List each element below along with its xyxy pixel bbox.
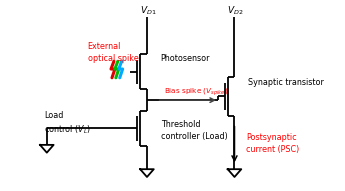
Text: Photosensor: Photosensor	[160, 54, 210, 63]
Text: Bias spike ($V_{spike}$): Bias spike ($V_{spike}$)	[165, 87, 229, 98]
Text: Postsynaptic
current (PSC): Postsynaptic current (PSC)	[246, 133, 299, 154]
Text: External
optical spike: External optical spike	[88, 42, 138, 63]
Text: Load
control ($V_L$): Load control ($V_L$)	[44, 111, 91, 136]
Text: $V_{D2}$: $V_{D2}$	[227, 4, 244, 16]
Text: Threshold
controller (Load): Threshold controller (Load)	[160, 120, 227, 141]
Text: $V_{D1}$: $V_{D1}$	[140, 4, 156, 16]
Text: Synaptic transistor: Synaptic transistor	[248, 78, 324, 87]
